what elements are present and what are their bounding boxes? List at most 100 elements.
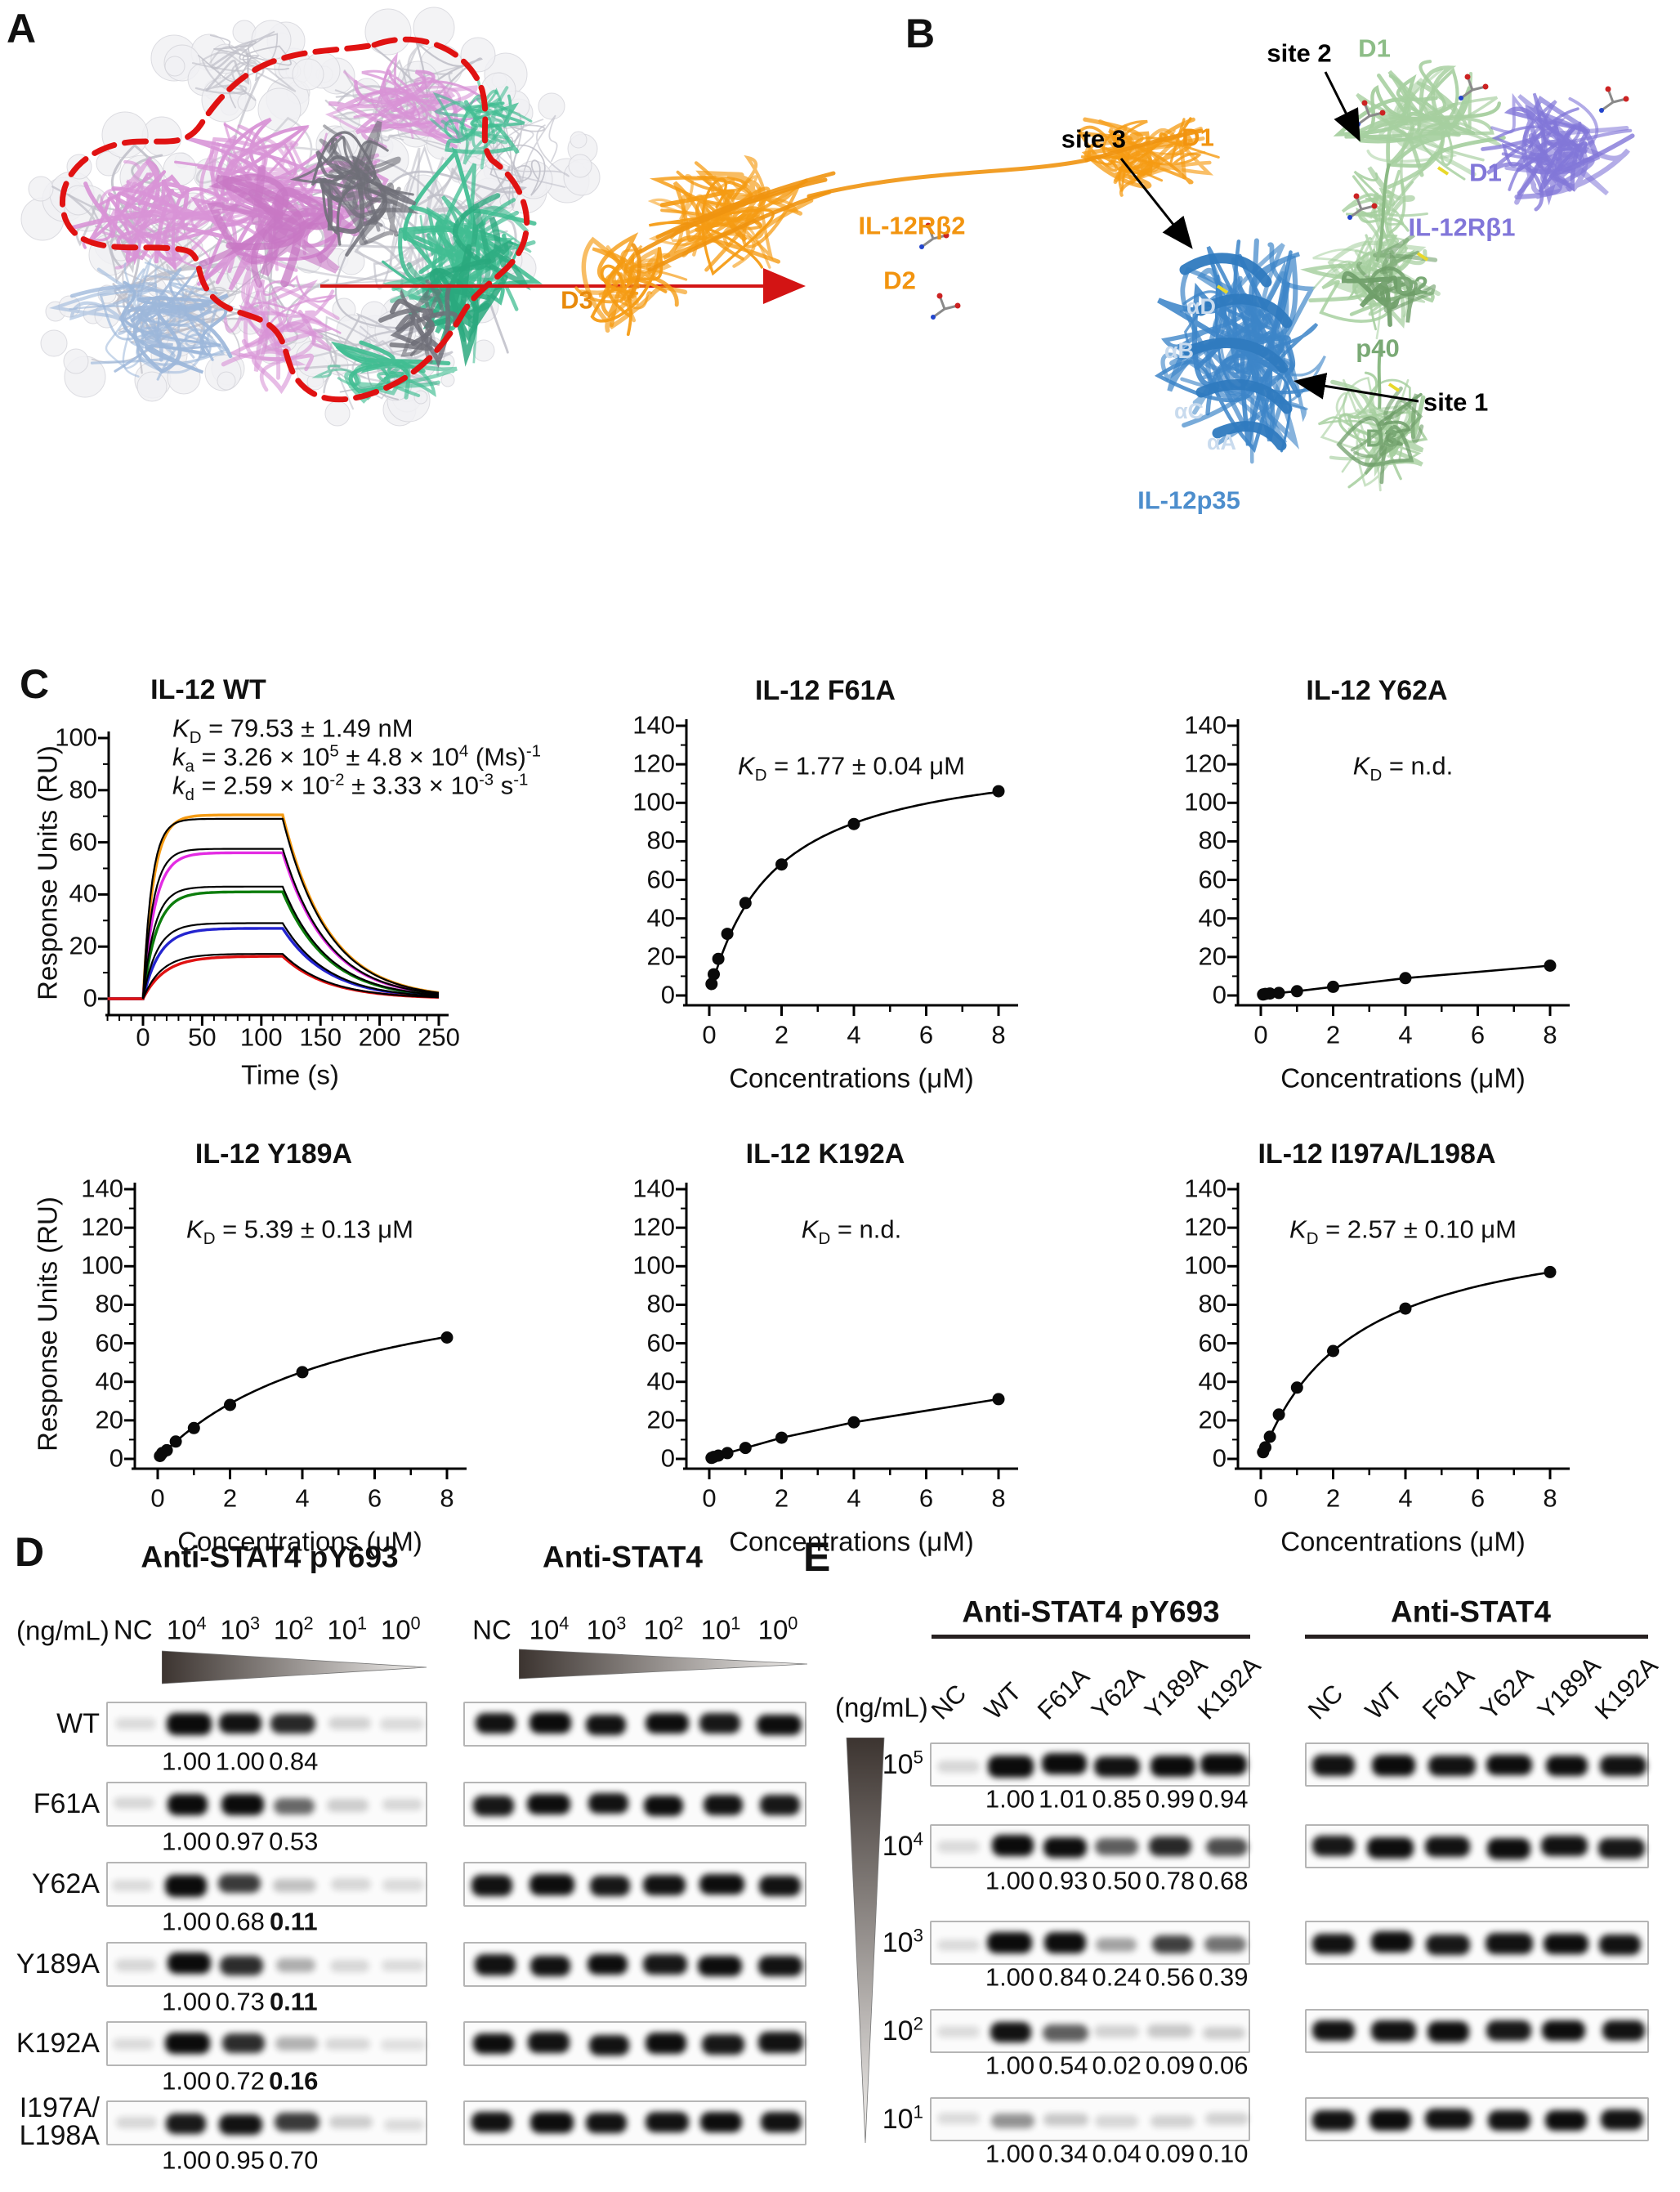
concentration-label: 105	[882, 1747, 923, 1780]
concentration-gradient-triangle	[162, 1650, 427, 1684]
data-point	[1272, 1408, 1285, 1421]
data-point	[712, 952, 725, 965]
blot-band	[327, 1799, 369, 1812]
blot-band	[165, 1875, 207, 1897]
plot-title: IL-12 K192A	[745, 1138, 905, 1170]
y-tick-label: 140	[1184, 1174, 1226, 1203]
quant-value: 0.70	[269, 2145, 319, 2175]
blot-band	[1311, 1835, 1355, 1856]
blot-band	[587, 1953, 628, 1975]
blot-stat4-y62a	[463, 1862, 806, 1907]
blot-py693-f61a	[106, 1782, 427, 1827]
y-tick-label: 20	[1198, 1405, 1226, 1434]
panel-e-label: E	[803, 1534, 831, 1580]
x-tick-label: 2	[1325, 1483, 1341, 1513]
blot-band	[1311, 1933, 1355, 1954]
blot-band	[1545, 2109, 1588, 2132]
x-tick-label: 4	[1398, 1483, 1413, 1513]
blot-band	[643, 1874, 686, 1896]
blot-band	[529, 1955, 570, 1976]
lane-label: 104	[166, 1613, 207, 1645]
x-tick-label: 50	[188, 1022, 217, 1052]
quant-value: 1.00	[162, 1987, 212, 2016]
y-tick-label: 100	[1184, 1250, 1226, 1280]
plot-title: IL-12 Y62A	[1306, 674, 1448, 706]
quant-value: 0.99	[1145, 1784, 1195, 1814]
blot-band	[270, 1713, 316, 1733]
blot-band	[328, 1717, 371, 1730]
blot-band	[383, 2118, 424, 2131]
quant-value: 1.00	[162, 2145, 212, 2175]
binding-fit-curve	[158, 1335, 446, 1459]
quant-value: 1.00	[985, 1784, 1035, 1814]
blot-band	[474, 1954, 516, 1975]
x-tick-label: 8	[1543, 1020, 1557, 1049]
lane-label-rotated: WT	[978, 1676, 1027, 1725]
y-tick-label: 40	[69, 879, 97, 909]
y-tick-label: 20	[646, 942, 675, 971]
y-tick-label: 40	[646, 1367, 675, 1396]
blot-band	[471, 1875, 513, 1896]
blot-band	[1424, 1836, 1471, 1857]
data-point	[1259, 1441, 1271, 1454]
panel-b-label: B	[905, 11, 936, 56]
blot-band	[936, 2025, 980, 2038]
quant-value: 1.01	[1039, 1784, 1088, 1814]
fit-curve	[141, 953, 440, 1000]
blot-band	[1367, 1837, 1414, 1859]
blot-band	[221, 2033, 266, 2054]
blot-band	[167, 1713, 212, 1735]
blot-band	[1150, 2114, 1195, 2127]
blot-band	[1427, 2021, 1470, 2042]
x-tick-label: 2	[774, 1020, 789, 1049]
row-label-wt: WT	[56, 1707, 100, 1739]
plot-title: IL-12 I197A/L198A	[1258, 1138, 1496, 1170]
blot-band	[168, 1794, 208, 1816]
row-label-i197a-l198a: L198A	[19, 2119, 100, 2151]
blot-band	[937, 1939, 980, 1951]
x-tick-label: 4	[847, 1020, 861, 1049]
y-tick-label: 20	[69, 931, 97, 960]
data-point	[708, 968, 720, 981]
site-arrow	[1294, 373, 1419, 403]
quant-value: 1.00	[162, 1747, 212, 1776]
kinetics-annotation: kd = 2.59 × 10-2 ± 3.33 × 10-3 s-1	[172, 770, 529, 804]
blot-band	[1545, 1755, 1588, 1777]
y-tick-label: 60	[646, 1328, 675, 1358]
blot-band	[700, 2111, 743, 2133]
sensorgram-curve-conc-3	[107, 890, 440, 1000]
lane-label: 104	[529, 1613, 570, 1645]
blot-band	[1486, 1754, 1532, 1776]
lane-label-rotated: NC	[1302, 1679, 1349, 1725]
data-point	[1327, 980, 1339, 993]
kinetics-annotation: KD = 79.53 ± 1.49 nM	[172, 714, 413, 747]
plot-il-12-wt	[98, 731, 449, 1026]
x-tick-label: 6	[918, 1483, 934, 1513]
x-tick-label: 150	[299, 1022, 342, 1052]
data-point	[1263, 987, 1276, 1000]
quant-value: 0.39	[1199, 1962, 1249, 1992]
blot-band	[1043, 1836, 1087, 1859]
lane-label-rotated: WT	[1360, 1676, 1408, 1725]
quant-value: 1.00	[985, 2139, 1035, 2168]
blot-band	[1371, 1755, 1416, 1777]
blot-stat4-10-2	[1305, 2009, 1649, 2053]
x-tick-label: 6	[367, 1483, 382, 1513]
quant-value: 0.78	[1145, 1866, 1195, 1895]
x-tick-label: 100	[239, 1022, 283, 1052]
blot-band	[1371, 2020, 1416, 2042]
x-axis-label: Concentrations (μM)	[1280, 1526, 1526, 1557]
data-point	[1327, 1344, 1339, 1358]
blot-band	[758, 1875, 802, 1896]
blot-band	[645, 2111, 689, 2132]
blot-band	[329, 1960, 369, 1973]
blot-band	[1044, 1932, 1087, 1953]
y-tick-label: 120	[632, 1212, 675, 1241]
y-tick-label: 0	[1212, 980, 1226, 1009]
x-tick-label: 0	[150, 1483, 165, 1513]
quant-value: 1.00	[162, 2066, 212, 2096]
quant-value: 0.24	[1092, 1962, 1142, 1992]
y-tick-label: 100	[632, 787, 675, 816]
blot-band	[165, 2113, 207, 2134]
data-point	[739, 897, 752, 910]
